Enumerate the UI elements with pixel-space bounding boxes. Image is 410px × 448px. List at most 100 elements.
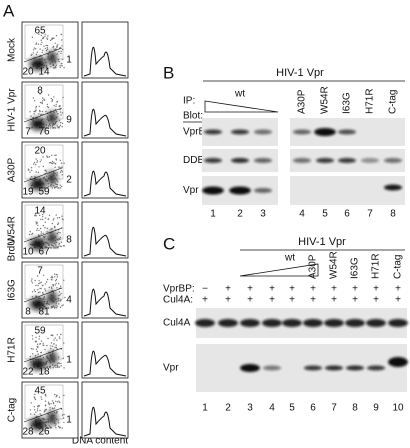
- event: [63, 413, 65, 416]
- quadrant-value: 8: [66, 235, 72, 246]
- event: [45, 307, 47, 309]
- event: [44, 217, 47, 219]
- event: [44, 35, 46, 37]
- event: [47, 183, 49, 185]
- event: [36, 343, 39, 345]
- event: [33, 113, 35, 115]
- lane-number: 8: [352, 403, 358, 414]
- event: [40, 340, 43, 342]
- event: [38, 335, 41, 337]
- event: [40, 351, 42, 354]
- event: [39, 214, 41, 217]
- band: [384, 158, 402, 163]
- event: [57, 222, 60, 224]
- event: [61, 174, 63, 176]
- event: [36, 222, 38, 224]
- histogram-frame: [81, 381, 129, 439]
- event: [55, 427, 57, 429]
- event: [42, 344, 44, 346]
- event: [58, 366, 61, 368]
- event: [34, 214, 36, 217]
- row-label: H71R: [7, 337, 18, 363]
- event: [59, 65, 61, 67]
- event: [60, 348, 62, 350]
- event: [48, 214, 51, 216]
- event: [56, 348, 58, 350]
- event: [46, 47, 49, 49]
- event: [39, 161, 41, 163]
- event: [60, 299, 62, 301]
- blot-label: VprBP: [183, 127, 212, 138]
- event: [47, 127, 49, 129]
- event: [58, 237, 60, 240]
- band: [254, 129, 272, 135]
- band: [388, 319, 408, 327]
- event: [58, 336, 61, 338]
- band: [314, 128, 336, 136]
- event: [53, 161, 55, 164]
- histogram-frame: [81, 261, 129, 319]
- event: [48, 366, 51, 369]
- quadrant-value: 26: [38, 427, 50, 438]
- event: [58, 300, 60, 302]
- event: [30, 402, 32, 404]
- event: [34, 100, 36, 102]
- dense-cluster: [47, 351, 57, 365]
- event: [35, 284, 37, 287]
- event: [54, 154, 56, 156]
- event: [35, 53, 38, 56]
- event: [31, 232, 34, 235]
- event: [52, 185, 54, 187]
- event: [40, 233, 42, 235]
- event: [58, 396, 61, 398]
- band: [346, 365, 364, 371]
- event: [60, 169, 63, 172]
- event: [41, 110, 44, 113]
- event: [32, 353, 34, 355]
- event: [58, 291, 61, 293]
- lane-number: 7: [367, 209, 373, 220]
- event: [52, 367, 54, 369]
- band: [366, 319, 386, 327]
- x-axis-label: DNA content: [72, 436, 128, 447]
- band: [231, 158, 249, 163]
- lane-number: 8: [390, 209, 396, 220]
- event: [53, 365, 56, 367]
- event: [54, 162, 56, 165]
- event: [42, 342, 44, 344]
- blot-label: Vpr: [163, 363, 179, 374]
- event: [56, 411, 58, 414]
- event: [47, 307, 50, 309]
- event: [47, 218, 49, 220]
- event: [33, 396, 35, 398]
- quadrant-value: 14: [38, 67, 50, 78]
- event: [42, 232, 44, 235]
- event: [45, 171, 48, 173]
- event: [55, 244, 57, 246]
- blot-label: Blot:: [183, 111, 203, 122]
- treatment-sign: +: [247, 284, 253, 295]
- event: [55, 400, 57, 402]
- event: [37, 346, 39, 349]
- event: [57, 181, 59, 183]
- histogram-trace: [83, 47, 127, 77]
- row-label: I63G: [7, 279, 18, 301]
- treatment-sign: +: [247, 295, 253, 306]
- blot-label: Vpr: [183, 185, 199, 196]
- event: [53, 218, 55, 220]
- event: [58, 362, 60, 365]
- row-label: Mock: [7, 37, 18, 62]
- event: [47, 125, 50, 127]
- treatment-sign: +: [289, 295, 295, 306]
- event: [54, 166, 56, 168]
- event: [35, 223, 38, 225]
- event: [58, 119, 61, 122]
- event: [30, 348, 33, 350]
- event: [36, 415, 38, 418]
- event: [62, 304, 64, 306]
- event: [59, 236, 62, 239]
- event: [38, 113, 40, 115]
- event: [39, 409, 41, 412]
- histogram-trace: [83, 288, 127, 317]
- event: [58, 294, 60, 297]
